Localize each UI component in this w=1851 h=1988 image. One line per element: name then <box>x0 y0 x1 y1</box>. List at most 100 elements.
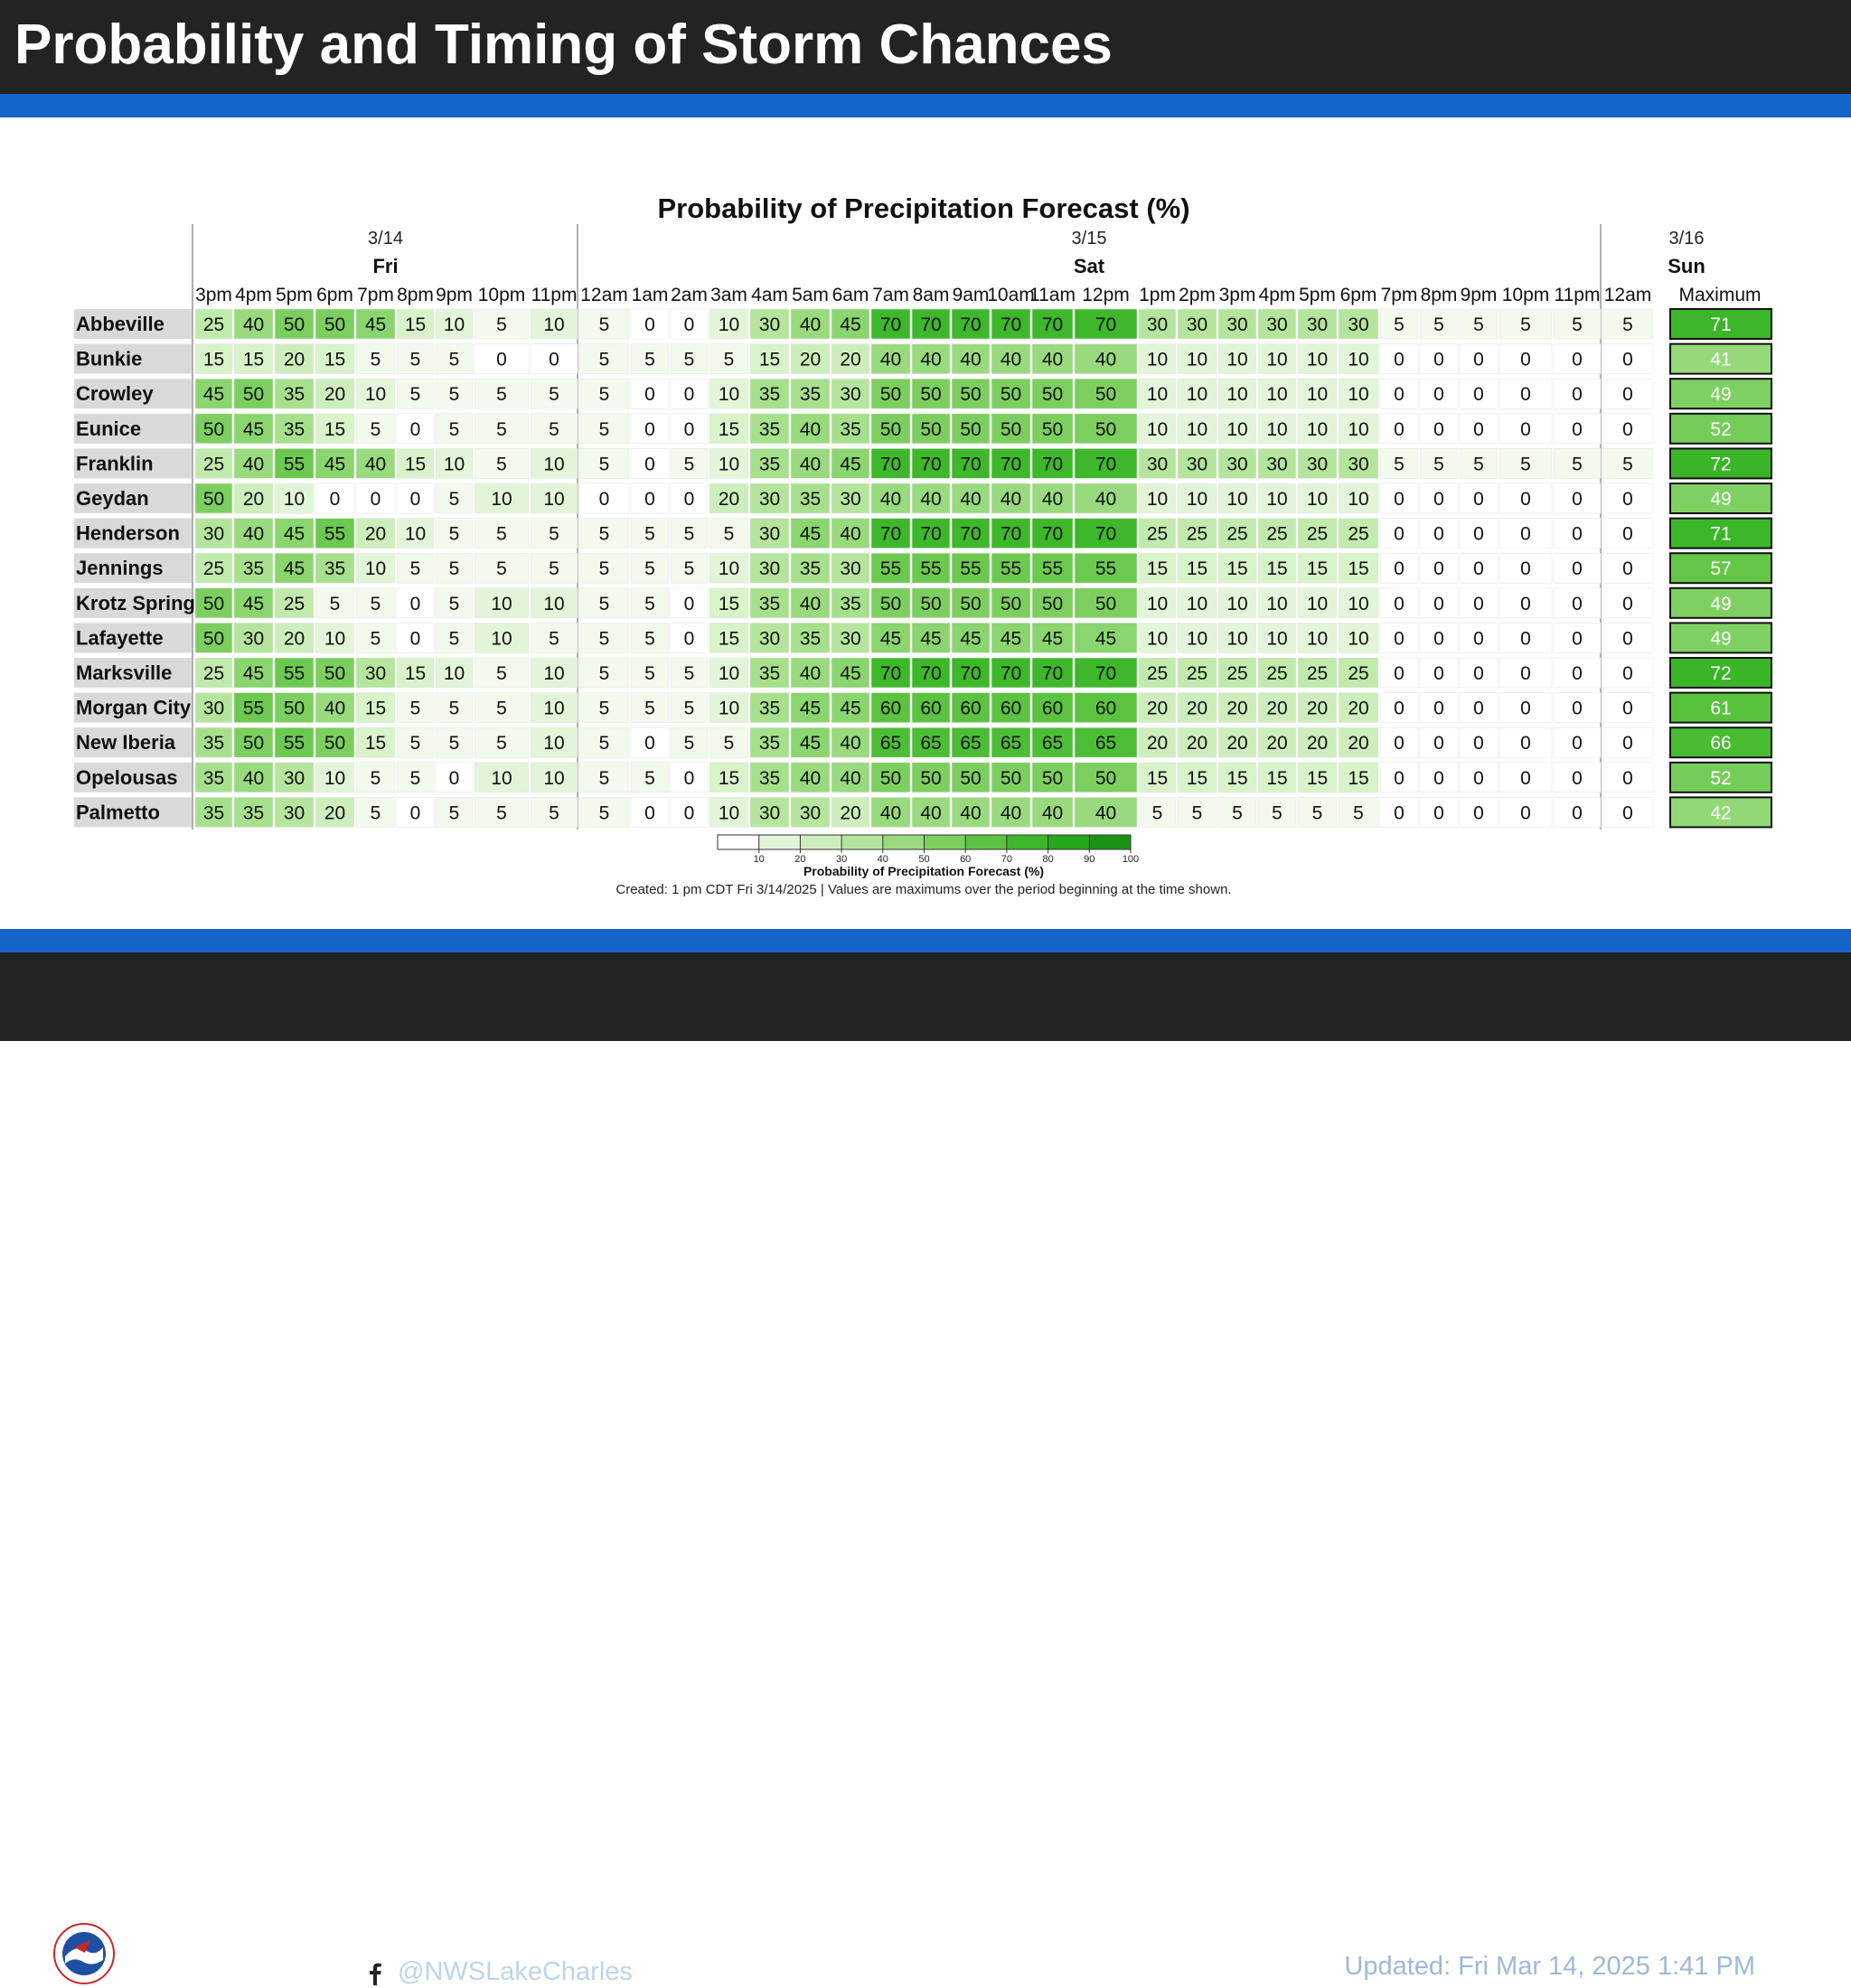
pop-value: 30 <box>1187 314 1207 335</box>
pop-cell <box>1257 762 1297 793</box>
pop-value: 5 <box>549 419 559 440</box>
pop-cell <box>1257 587 1297 619</box>
pop-value: 5 <box>449 524 460 545</box>
pop-cell <box>1074 692 1138 723</box>
pop-cell <box>951 308 991 340</box>
pop-cell <box>1379 343 1419 374</box>
pop-cell <box>630 692 670 723</box>
pop-cell <box>709 623 749 653</box>
pop-value: 10 <box>719 663 739 684</box>
pop-cell <box>474 727 530 758</box>
pop-cell <box>870 762 911 793</box>
pop-cell <box>831 657 870 689</box>
pop-value: 30 <box>759 489 780 510</box>
pop-cell <box>790 343 831 374</box>
pop-value: 10 <box>719 384 739 405</box>
pop-value: 15 <box>719 628 739 649</box>
pop-cell <box>474 692 530 723</box>
pop-value: 5 <box>599 384 610 405</box>
pop-value: 50 <box>880 384 901 405</box>
pop-cell <box>1553 727 1602 758</box>
pop-cell <box>1553 518 1602 549</box>
row-name-bg <box>74 309 192 339</box>
row-name-bg <box>74 448 192 479</box>
pop-cell <box>1338 413 1379 445</box>
pop-cell <box>749 762 790 793</box>
pop-value: 5 <box>599 419 610 440</box>
pop-value: 30 <box>759 524 780 545</box>
hour-label: 8pm <box>397 285 434 305</box>
top-accent-bar <box>0 94 1851 117</box>
pop-value: 25 <box>1266 524 1287 545</box>
pop-cell <box>630 552 670 584</box>
social-icons <box>321 1957 388 1986</box>
pop-cell <box>709 762 749 793</box>
pop-cell <box>1177 587 1217 619</box>
pop-cell <box>274 483 315 514</box>
hour-label: 9am <box>953 285 990 305</box>
pop-value: 5 <box>644 628 655 649</box>
pop-value: 0 <box>1572 558 1583 579</box>
pop-cell <box>709 448 749 479</box>
pop-cell <box>315 378 355 409</box>
pop-cell <box>578 797 630 828</box>
pop-cell <box>435 378 474 409</box>
pop-cell <box>1338 587 1379 619</box>
pop-value: 30 <box>1147 314 1168 335</box>
pop-value: 30 <box>840 628 860 649</box>
pop-cell <box>911 797 951 828</box>
pop-cell <box>911 378 951 409</box>
pop-cell <box>1138 762 1177 793</box>
pop-value: 0 <box>1473 384 1484 405</box>
pop-value: 20 <box>840 802 860 823</box>
pop-cell <box>530 797 578 828</box>
pop-value: 5 <box>1572 314 1583 335</box>
pop-cell <box>831 623 870 653</box>
pop-cell <box>530 308 578 340</box>
pop-value: 50 <box>1095 768 1116 789</box>
pop-cell <box>355 483 396 514</box>
pop-value: 15 <box>1266 768 1287 789</box>
pop-value: 30 <box>1147 454 1168 474</box>
pop-value: 0 <box>1622 802 1633 823</box>
pop-value: 0 <box>684 594 695 614</box>
pop-value: 20 <box>324 384 345 405</box>
pop-value: 50 <box>960 768 981 789</box>
colorbar-segment <box>841 835 883 849</box>
pop-value: 0 <box>1622 733 1633 754</box>
pop-cell <box>1499 483 1553 514</box>
pop-cell <box>831 308 870 340</box>
pop-value: 0 <box>1572 594 1583 614</box>
pop-value: 5 <box>371 802 381 823</box>
pop-value: 70 <box>880 454 901 474</box>
pop-cell <box>194 378 233 409</box>
social-handle[interactable]: @NWSLakeCharles <box>398 1957 633 1986</box>
x-logo-icon[interactable] <box>321 1957 353 1986</box>
pop-cell <box>831 797 870 828</box>
pop-cell <box>1602 657 1654 689</box>
colorbar-segment <box>758 835 801 849</box>
facebook-icon[interactable] <box>361 1958 388 1985</box>
pop-cell <box>831 587 870 619</box>
follow-label: Follow: <box>222 1957 315 1986</box>
pop-value: 40 <box>920 489 941 510</box>
pop-value: 60 <box>920 699 941 719</box>
colorbar-tick-label: 40 <box>878 854 888 865</box>
pop-cell <box>1217 587 1257 619</box>
max-value: 42 <box>1710 802 1731 823</box>
pop-cell <box>274 308 315 340</box>
pop-cell <box>1459 378 1499 409</box>
hour-label: 6am <box>832 285 869 305</box>
pop-cell <box>870 727 911 758</box>
pop-value: 30 <box>284 768 305 789</box>
pop-cell <box>355 343 396 374</box>
pop-value: 0 <box>644 802 655 823</box>
pop-cell <box>1379 448 1419 479</box>
pop-cell <box>1379 413 1419 445</box>
pop-value: 5 <box>496 384 507 405</box>
pop-value: 10 <box>1266 419 1287 440</box>
pop-cell <box>1217 448 1257 479</box>
pop-cell <box>315 692 355 723</box>
website-link[interactable]: weather.gov/LakeCharles <box>1365 1907 1743 1945</box>
pop-value: 0 <box>1394 733 1405 754</box>
